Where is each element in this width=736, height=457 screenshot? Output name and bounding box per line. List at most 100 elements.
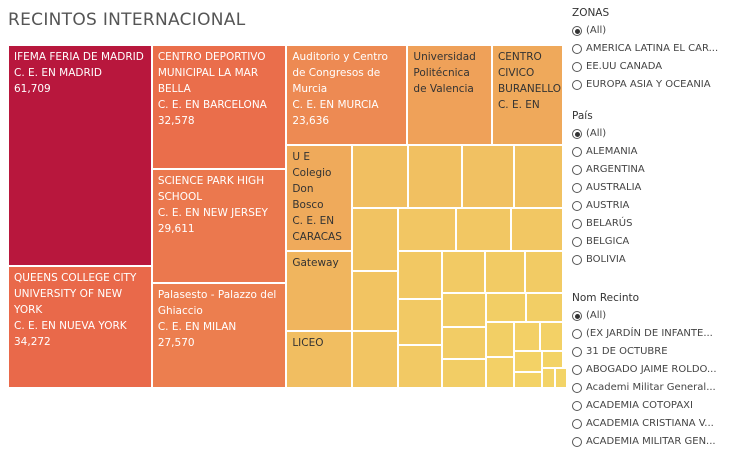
- tile-sublabel: C. E. EN CARACAS: [292, 215, 342, 244]
- filter-option[interactable]: EUROPA ASIA Y OCEANIA: [572, 76, 734, 94]
- option-label: (EX JARDÍN DE INFANTE...: [586, 328, 713, 339]
- filter-options: (All) ALEMANIA ARGENTINA AUSTRALIA AUSTRIA BE…: [572, 125, 734, 270]
- tile-sublabel: C. E. EN: [497, 99, 540, 111]
- radio-button[interactable]: [572, 80, 582, 90]
- tile: [462, 145, 514, 209]
- tile: [442, 250, 485, 293]
- tile: [555, 368, 568, 388]
- tile-sublabel: C. E. EN MURCIA: [292, 99, 379, 111]
- option-label: BELGICA: [586, 236, 630, 247]
- option-label: EE.UU CANADA: [586, 61, 663, 72]
- tile-label: SCIENCE PARK HIGH SCHOOL: [157, 175, 265, 204]
- filter-option[interactable]: ABOGADO JAIME ROLDO...: [572, 361, 734, 379]
- tile-value: 29,611: [157, 223, 195, 236]
- option-label: (All): [586, 25, 607, 36]
- filter: ZONAS (All) AMERICA LATINA EL CAR... EE.UU …: [572, 4, 734, 102]
- filter-title: ZONAS: [572, 7, 610, 19]
- option-label: ARGENTINA: [586, 164, 645, 175]
- filter-option[interactable]: BOLIVIA: [572, 251, 734, 269]
- tile: SCIENCE PARK HIGH SCHOOL C. E. EN NEW JER…: [151, 169, 287, 283]
- radio-button[interactable]: [572, 62, 582, 72]
- radio-button[interactable]: [572, 26, 582, 36]
- filter-option[interactable]: ACADEMIA COTOPAXI: [572, 397, 734, 415]
- tile: CENTRO DEPORTIVO MUNICIPAL LA MAR BELLA C…: [151, 45, 287, 170]
- filter-option[interactable]: BELGICA: [572, 233, 734, 251]
- option-label: ACADEMIA MILITAR GEN...: [586, 436, 716, 447]
- tile-sublabel: C. E. EN MILAN: [157, 320, 237, 333]
- radio-button[interactable]: [572, 165, 582, 175]
- tile-label: Gateway: [292, 256, 339, 269]
- tile: LICEO: [286, 331, 353, 388]
- option-label: (All): [586, 128, 607, 139]
- filter-option[interactable]: EE.UU CANADA: [572, 58, 734, 76]
- filter-option[interactable]: (All): [572, 307, 734, 325]
- filter-option[interactable]: BRASIL: [572, 269, 734, 270]
- tile: QUEENS COLLEGE CITY UNIVERSITY OF NEW YO…: [8, 265, 152, 388]
- tile: [485, 292, 527, 323]
- tile: [525, 250, 563, 293]
- filter-option[interactable]: BELARÚS: [572, 215, 734, 233]
- tile: [456, 208, 511, 251]
- option-label: AMERICA LATINA EL CAR...: [586, 43, 719, 54]
- option-label: Academi Militar General...: [586, 382, 716, 393]
- tile: [398, 298, 443, 345]
- filter-option[interactable]: ALEMANIA: [572, 143, 734, 161]
- tile-value: 23,636: [292, 115, 330, 127]
- tile: [398, 208, 457, 251]
- radio-button[interactable]: [572, 147, 582, 157]
- radio-button[interactable]: [572, 437, 582, 447]
- filter-option[interactable]: ARGENTINA: [572, 161, 734, 179]
- radio-button[interactable]: [572, 419, 582, 429]
- filter-option[interactable]: (EX JARDÍN DE INFANTE...: [572, 325, 734, 343]
- tile-label: QUEENS COLLEGE CITY UNIVERSITY OF NEW YO…: [14, 271, 137, 316]
- tile: Gateway: [286, 250, 353, 332]
- filter-option[interactable]: AMERICA LATINA EL CAR...: [572, 40, 734, 58]
- radio-button[interactable]: [572, 329, 582, 339]
- tile: [526, 292, 563, 323]
- option-label: ALEMANIA: [586, 146, 638, 157]
- filter-option[interactable]: (All): [572, 22, 734, 40]
- tile: [352, 271, 399, 332]
- filter-option[interactable]: AUSTRALIA: [572, 179, 734, 197]
- radio-button[interactable]: [572, 255, 582, 265]
- radio-button[interactable]: [572, 201, 582, 211]
- filter-option[interactable]: Academi Militar General...: [572, 379, 734, 397]
- radio-button[interactable]: [572, 44, 582, 54]
- radio-button[interactable]: [572, 365, 582, 375]
- tile-label: Auditorio y Centro de Congresos de Murci…: [292, 51, 388, 95]
- filter-option[interactable]: ACADEMIA MILITAR GEN...: [572, 433, 734, 451]
- radio-button[interactable]: [572, 129, 582, 139]
- tile: IFEMA FERIA DE MADRID C. E. EN MADRID 61,7…: [8, 45, 152, 266]
- tile: [540, 322, 563, 352]
- radio-button[interactable]: [572, 401, 582, 411]
- radio-button[interactable]: [572, 383, 582, 393]
- option-label: EUROPA ASIA Y OCEANIA: [586, 79, 711, 90]
- filter-option[interactable]: 31 DE OCTUBRE: [572, 343, 734, 361]
- tile: CENTRO CIVICO BURANELLO C. E. EN: [491, 45, 563, 146]
- radio-button[interactable]: [572, 183, 582, 193]
- radio-button[interactable]: [572, 237, 582, 247]
- tile: [541, 368, 556, 388]
- tile: [442, 358, 486, 388]
- tile: [398, 344, 443, 388]
- tile: U E Colegio Don Bosco C. E. EN CARACAS: [286, 145, 353, 251]
- radio-button[interactable]: [572, 347, 582, 357]
- tile-label: U E Colegio Don Bosco: [292, 151, 332, 212]
- filter-option[interactable]: AUSTRIA: [572, 197, 734, 215]
- tile: [513, 351, 542, 372]
- filter-options: (All) (EX JARDÍN DE INFANTE... 31 DE OCTUB…: [572, 307, 734, 457]
- tile-label: IFEMA FERIA DE MADRID: [14, 51, 144, 63]
- option-label: ACADEMIA CRISTIANA V...: [586, 418, 714, 429]
- tile: [484, 250, 526, 293]
- radio-button[interactable]: [572, 219, 582, 229]
- filter-option[interactable]: ACADEMIA CRISTIANA V...: [572, 415, 734, 433]
- tile: [541, 351, 563, 369]
- filter-option[interactable]: (All): [572, 125, 734, 143]
- tile-value: 27,570: [157, 336, 195, 349]
- tile-sublabel: C. E. EN BARCELONA: [157, 99, 267, 111]
- radio-button[interactable]: [572, 311, 582, 321]
- option-label: BELARÚS: [586, 218, 633, 229]
- tile-label: Palasesto - Palazzo del Ghiaccio: [157, 288, 277, 317]
- tile: Auditorio y Centro de Congresos de Murci…: [286, 45, 408, 146]
